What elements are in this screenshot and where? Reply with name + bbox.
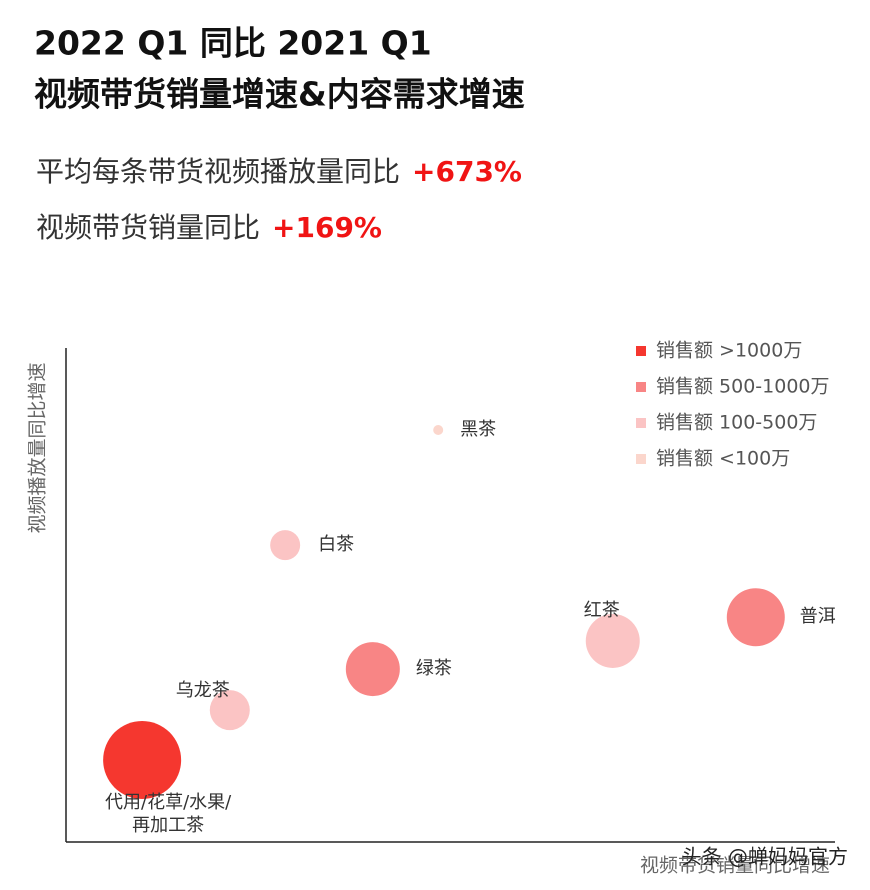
legend-label: 销售额 <100万 <box>656 448 790 470</box>
stat-text: 平均每条带货视频播放量同比 <box>36 155 400 188</box>
stat: 视频带货销量同比 +169% <box>36 211 382 244</box>
y-axis-label: 视频播放量同比增速 <box>27 362 49 533</box>
legend-label: 销售额 500-1000万 <box>656 376 830 398</box>
bubble <box>270 530 301 561</box>
bubble-label: 再加工茶 <box>132 815 204 836</box>
bubble <box>103 720 182 799</box>
bubble-label: 代用/花草/水果/ <box>105 792 232 813</box>
stat: 平均每条带货视频播放量同比 +673% <box>36 155 522 188</box>
legend-swatch <box>636 382 646 392</box>
bubble-label: 绿茶 <box>416 658 452 679</box>
bubble-label: 红茶 <box>584 600 620 621</box>
legend-label: 销售额 100-500万 <box>656 412 817 434</box>
bubble-label: 普洱 <box>800 606 836 627</box>
legend-swatch <box>636 418 646 428</box>
bubble <box>209 690 250 731</box>
stat-value: +673% <box>412 155 522 188</box>
legend-label: 销售额 >1000万 <box>656 340 802 362</box>
bubble <box>433 425 444 436</box>
stat-text: 视频带货销量同比 <box>36 211 260 244</box>
x-axis-label: 视频带货销量同比增速 <box>640 855 830 877</box>
legend-swatch <box>636 346 646 356</box>
stat-value: +169% <box>272 211 382 244</box>
bubble <box>585 613 640 668</box>
bubble <box>345 642 400 697</box>
bubble-label: 乌龙茶 <box>176 680 230 701</box>
bubble-label: 白茶 <box>318 534 354 555</box>
title-line: 2022 Q1 同比 2021 Q1 <box>34 24 432 63</box>
bubble <box>726 588 785 647</box>
title-line: 视频带货销量增速&内容需求增速 <box>34 75 525 114</box>
bubble-label: 黑茶 <box>460 419 496 440</box>
legend-swatch <box>636 454 646 464</box>
watermark: 头条 @蝉妈妈官方 <box>682 845 848 869</box>
